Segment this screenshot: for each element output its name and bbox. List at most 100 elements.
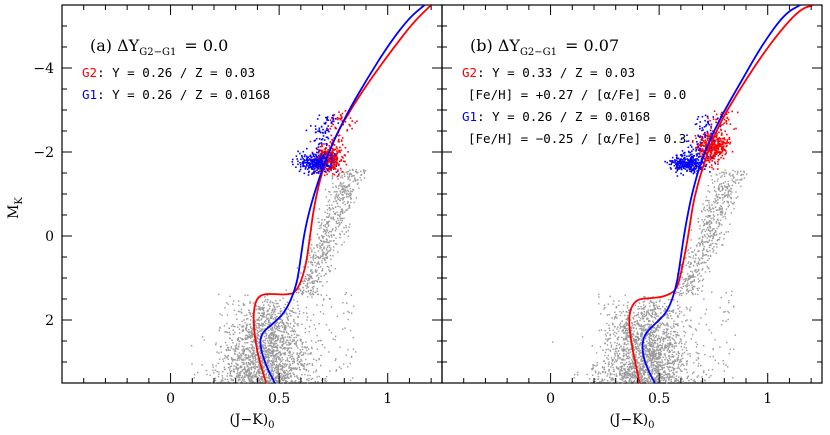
field-star-point	[271, 364, 274, 366]
g1-star-point	[323, 122, 326, 125]
field-star-point	[312, 314, 315, 316]
field-star-point	[249, 312, 251, 314]
field-star-point	[244, 357, 246, 359]
field-star-point	[346, 302, 348, 304]
field-star-point	[694, 293, 697, 295]
field-star-point	[297, 377, 299, 379]
field-star-point	[270, 364, 272, 367]
field-star-point	[671, 349, 673, 351]
field-star-point	[276, 370, 279, 373]
field-star-point	[634, 374, 637, 376]
field-star-point	[340, 185, 342, 187]
field-star-point	[270, 372, 272, 374]
field-star-point	[266, 318, 268, 321]
field-star-point	[339, 215, 341, 218]
field-star-point	[284, 374, 287, 377]
field-star-point	[267, 323, 269, 325]
field-star-point	[276, 375, 278, 377]
field-star-point	[637, 366, 639, 369]
field-star-point	[279, 372, 282, 374]
field-star-point	[305, 291, 307, 293]
field-star-point	[277, 382, 279, 384]
field-star-point	[668, 346, 670, 348]
field-star-point	[266, 313, 269, 315]
panel-a: 0 0.5 1−4−202 (a) ΔYG2−G1 = 0.0 G2: Y = 0.2…	[6, 4, 443, 431]
field-star-point	[634, 356, 637, 359]
field-star-point	[318, 375, 320, 378]
field-star-point	[690, 280, 692, 283]
field-star-point	[616, 381, 618, 383]
field-star-point	[251, 354, 254, 356]
field-star-point	[608, 329, 611, 332]
field-star-point	[334, 242, 337, 245]
field-star-point	[728, 311, 730, 314]
field-star-point	[681, 348, 684, 351]
field-star-point	[258, 325, 260, 327]
field-star-point	[666, 314, 668, 316]
field-star-point	[623, 373, 626, 375]
g2-star-point	[331, 155, 334, 158]
field-star-point	[633, 318, 635, 320]
field-star-point	[650, 337, 652, 340]
g2-star-point	[324, 151, 326, 153]
field-star-point	[304, 285, 307, 287]
field-star-point	[727, 190, 730, 193]
field-star-point	[267, 356, 269, 358]
field-star-point	[270, 379, 272, 381]
field-star-point	[272, 344, 275, 346]
field-star-point	[252, 377, 254, 379]
panel-a-xlabel: (J−K)0	[229, 412, 274, 431]
field-star-point	[725, 364, 727, 366]
field-star-point	[706, 229, 708, 231]
field-star-point	[718, 186, 720, 189]
field-star-point	[271, 310, 274, 312]
field-star-point	[662, 348, 664, 350]
field-star-point	[349, 223, 351, 225]
field-star-point	[277, 352, 279, 355]
field-star-point	[257, 331, 260, 334]
g1-star-point	[305, 159, 307, 162]
field-star-point	[333, 191, 335, 193]
field-star-point	[233, 309, 236, 311]
field-star-point	[663, 328, 665, 331]
field-star-point	[719, 223, 721, 225]
field-star-point	[676, 334, 679, 336]
field-star-point	[263, 371, 266, 373]
field-star-point	[312, 255, 315, 257]
field-star-point	[326, 227, 328, 229]
field-star-point	[216, 351, 218, 353]
field-star-point	[269, 322, 272, 324]
field-star-point	[741, 178, 743, 180]
field-star-point	[338, 221, 340, 224]
g1-star-point	[305, 129, 308, 132]
field-star-point	[224, 354, 226, 357]
field-star-point	[226, 375, 228, 377]
field-star-point	[659, 357, 661, 360]
g1-star-point	[299, 162, 301, 164]
field-star-point	[610, 378, 612, 380]
field-star-point	[330, 306, 333, 308]
field-star-point	[265, 374, 267, 376]
field-star-point	[679, 369, 681, 371]
field-star-point	[318, 357, 320, 360]
field-star-point	[317, 262, 320, 264]
field-star-point	[722, 360, 724, 362]
field-star-point	[275, 340, 277, 343]
g1-star-point	[317, 167, 320, 170]
g1-star-point	[328, 164, 330, 167]
g1-star-point	[324, 130, 327, 133]
field-star-point	[260, 324, 263, 327]
field-star-point	[725, 171, 727, 174]
field-star-point	[323, 274, 325, 277]
field-star-point	[710, 234, 712, 237]
field-star-point	[288, 336, 291, 338]
g1-star-point	[316, 160, 319, 163]
field-star-point	[341, 230, 343, 233]
g2-star-point	[331, 147, 333, 150]
field-star-point	[617, 330, 620, 332]
field-star-point	[691, 271, 694, 273]
field-star-point	[360, 170, 362, 173]
field-star-point	[304, 327, 307, 330]
field-star-point	[312, 264, 314, 266]
field-star-point	[623, 326, 625, 328]
